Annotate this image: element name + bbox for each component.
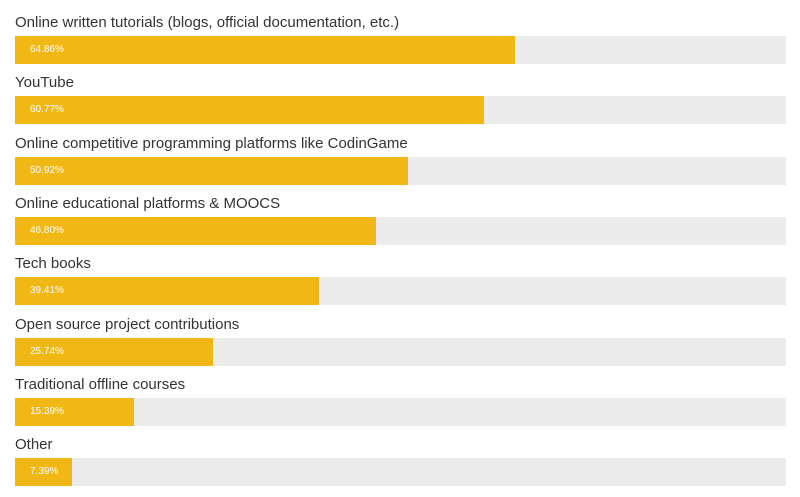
category-label: Online competitive programming platforms…: [15, 134, 408, 152]
bar-track: 50.92%: [15, 156, 786, 185]
category-label: Open source project contributions: [15, 315, 240, 333]
category-label: Online written tutorials (blogs, officia…: [15, 14, 400, 31]
bar-track: 46.80%: [15, 216, 786, 245]
bar: 64.86%: [15, 36, 516, 64]
bar: 46.80%: [15, 216, 376, 245]
bar: 50.92%: [15, 156, 408, 185]
category-label: Traditional offline courses: [15, 375, 186, 393]
bar-value-label: 64.86%: [30, 44, 64, 55]
category-label: Other: [15, 436, 53, 454]
bar-value-label: 46.80%: [30, 224, 64, 236]
bar-row: YouTube 60.77%: [0, 60, 800, 125]
bar-value-label: 15.39%: [30, 405, 64, 417]
bar-track: 7.39%: [15, 458, 786, 487]
bar-value-label: 50.92%: [30, 164, 64, 176]
category-label: YouTube: [15, 74, 74, 92]
category-label: Tech books: [15, 255, 91, 273]
bar-track: 39.41%: [15, 277, 786, 306]
bar-track: 60.77%: [15, 96, 786, 125]
bar: 39.41%: [15, 277, 319, 306]
bar-row: Online written tutorials (blogs, officia…: [0, 0, 800, 64]
bar-value-label: 25.74%: [30, 345, 64, 357]
bar-track: 64.86%: [15, 36, 786, 64]
bar: 15.39%: [15, 397, 134, 426]
bar-row: Tech books 39.41%: [0, 241, 800, 306]
bar-value-label: 60.77%: [30, 104, 64, 116]
bar-row: Other 7.39%: [0, 422, 800, 487]
bar-track: 25.74%: [15, 337, 786, 366]
bar-row: Traditional offline courses 15.39%: [0, 362, 800, 426]
bar-row: Open source project contributions 25.74%: [0, 302, 800, 366]
bar-value-label: 39.41%: [30, 285, 64, 297]
bar-row: Online competitive programming platforms…: [0, 121, 800, 185]
category-label: Online educational platforms & MOOCS: [15, 194, 281, 212]
bar: 7.39%: [15, 458, 72, 487]
bar-track: 15.39%: [15, 397, 786, 426]
bar-value-label: 7.39%: [30, 466, 59, 478]
bar: 60.77%: [15, 96, 484, 125]
bar: 25.74%: [15, 337, 214, 366]
bar-row: Online educational platforms & MOOCS 46.8…: [0, 181, 800, 245]
